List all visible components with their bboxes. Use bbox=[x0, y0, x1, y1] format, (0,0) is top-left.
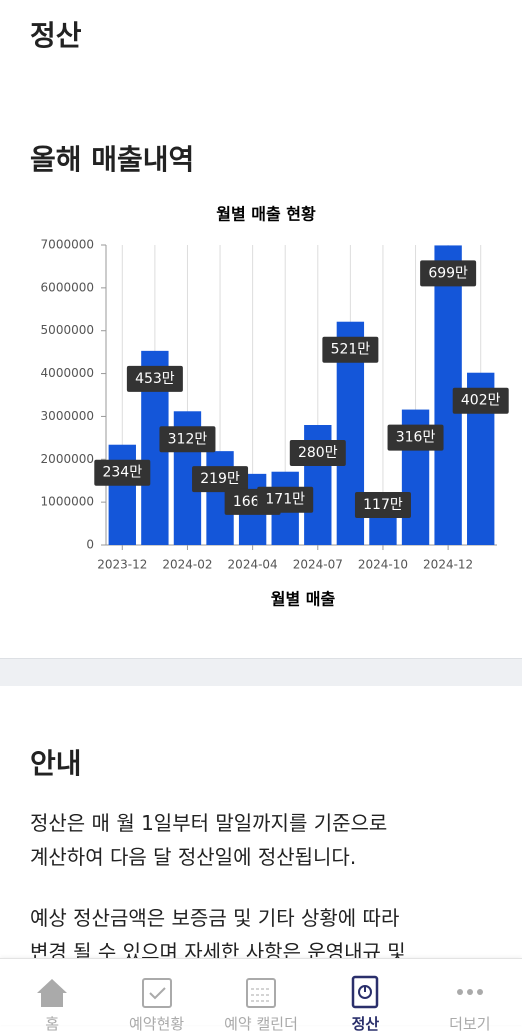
value-label: 521만 bbox=[331, 342, 371, 358]
value-label-bg bbox=[387, 424, 444, 451]
value-label-bg bbox=[289, 440, 346, 466]
value-label: 234만 bbox=[102, 465, 142, 481]
x-tick-label: 2024-07 bbox=[293, 558, 343, 572]
chart-title: 월별 매출 현황 bbox=[216, 205, 316, 224]
value-label: 699만 bbox=[428, 265, 468, 281]
x-tick-label: 2024-02 bbox=[162, 558, 212, 572]
section-title: 올해 매출내역 bbox=[30, 143, 195, 176]
x-axis-label: 월별 매출 bbox=[271, 590, 336, 609]
x-tick-label: 2023-12 bbox=[97, 558, 147, 572]
value-label: 316만 bbox=[396, 430, 436, 446]
value-label: 280만 bbox=[298, 445, 338, 461]
nav-item[interactable]: 정산 bbox=[313, 959, 417, 1033]
y-tick-label: 1000000 bbox=[41, 495, 94, 509]
header-title: 정산 bbox=[30, 19, 82, 52]
value-label-bg bbox=[452, 387, 509, 414]
bottom-nav: 홈 예약현황 예약 캘린더 정산 더보기 bbox=[0, 958, 522, 1033]
nav-icon bbox=[246, 978, 277, 1008]
nav-icon bbox=[352, 975, 379, 1009]
guide-title: 안내 bbox=[30, 747, 82, 780]
y-tick-label: 0 bbox=[86, 538, 94, 552]
value-label-bg bbox=[257, 486, 314, 513]
value-label-bg bbox=[159, 426, 216, 453]
value-label: 402만 bbox=[461, 393, 501, 409]
nav-item[interactable]: 예약현황 bbox=[104, 959, 208, 1033]
nav-icon bbox=[456, 989, 483, 995]
y-tick-label: 6000000 bbox=[41, 280, 94, 294]
value-label-bg bbox=[420, 260, 477, 287]
guide-line: 예상 정산금액은 보증금 및 기타 상황에 따라 bbox=[30, 906, 400, 930]
y-tick-label: 4000000 bbox=[41, 366, 94, 380]
value-label-bg bbox=[192, 466, 249, 493]
y-tick-label: 7000000 bbox=[41, 238, 94, 252]
x-tick-label: 2024-10 bbox=[358, 558, 408, 572]
value-label-bg bbox=[322, 336, 379, 363]
y-tick-label: 3000000 bbox=[41, 409, 94, 423]
x-tick-label: 2024-12 bbox=[423, 558, 473, 572]
guide-line: 정산은 매 월 1일부터 말일까지를 기준으로 bbox=[30, 811, 388, 835]
nav-item[interactable]: 예약 캘린더 bbox=[209, 959, 313, 1033]
x-tick-label: 2024-04 bbox=[228, 558, 278, 572]
nav-icon bbox=[141, 978, 172, 1008]
value-label-bg bbox=[94, 459, 151, 486]
nav-item[interactable]: 더보기 bbox=[418, 959, 522, 1033]
y-tick-label: 5000000 bbox=[41, 323, 94, 337]
nav-icon bbox=[37, 979, 68, 1007]
value-label-bg bbox=[354, 492, 411, 518]
value-label: 219만 bbox=[200, 471, 240, 487]
nav-item[interactable]: 홈 bbox=[0, 959, 104, 1033]
value-label: 117만 bbox=[363, 497, 403, 513]
y-tick-label: 2000000 bbox=[41, 452, 94, 466]
guide-line: 계산하여 다음 달 정산일에 정산됩니다. bbox=[30, 845, 357, 869]
value-label: 453만 bbox=[135, 371, 175, 387]
value-label-bg bbox=[126, 365, 183, 392]
value-label: 312만 bbox=[168, 431, 208, 447]
chart: 월별 매출 현황 월별 매출 0 1000000 2000000 3000000 400… bbox=[41, 205, 509, 609]
value-label: 171만 bbox=[265, 492, 305, 508]
separator bbox=[0, 658, 522, 686]
